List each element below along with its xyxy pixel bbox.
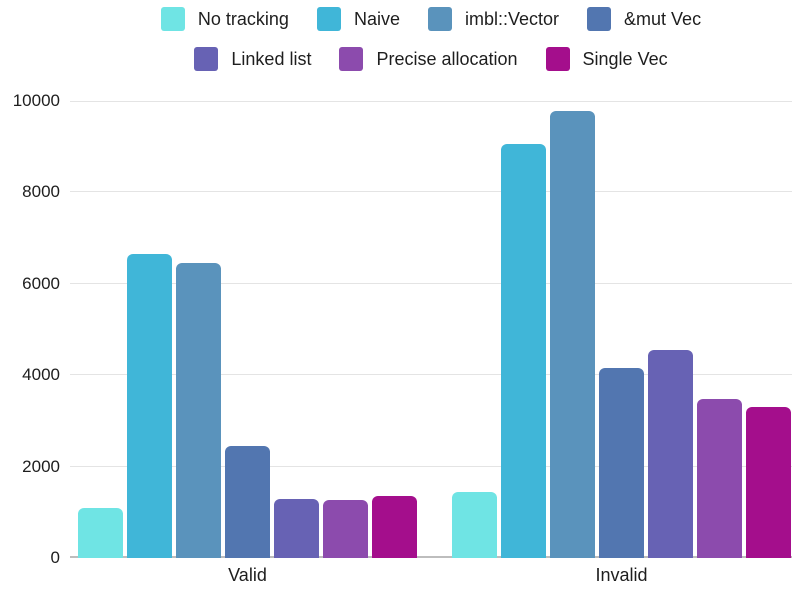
legend-item-linked-list: Linked list bbox=[194, 47, 311, 71]
legend-label: No tracking bbox=[197, 8, 289, 29]
legend-swatch-imbl-vector bbox=[427, 7, 452, 31]
bar-single-vec-invalid bbox=[746, 407, 791, 558]
y-tick-label-0: 0 bbox=[50, 548, 60, 567]
y-tick-label-4000: 4000 bbox=[22, 365, 60, 385]
bar-precise-allocation-valid bbox=[323, 499, 368, 558]
legend-item-imbl-vector: imbl::Vector bbox=[427, 7, 560, 31]
y-tick-label-10000: 10000 bbox=[12, 91, 60, 110]
category-label-valid: Valid bbox=[228, 565, 267, 585]
gridline-2000 bbox=[70, 465, 792, 467]
legend-label: Naive bbox=[353, 8, 400, 29]
bar-imbl-vector-invalid bbox=[550, 111, 595, 558]
bar-linked-list-invalid bbox=[648, 350, 693, 558]
bar-naive-valid bbox=[127, 254, 172, 558]
legend-label: Precise allocation bbox=[376, 48, 518, 69]
gridline-8000 bbox=[70, 191, 792, 193]
bar-no-tracking-invalid bbox=[452, 491, 497, 558]
legend-swatch-naive bbox=[316, 7, 341, 31]
bar-mut-vec-valid bbox=[225, 446, 270, 558]
legend-swatch-precise-allocation bbox=[339, 47, 364, 71]
bar-no-tracking-valid bbox=[78, 507, 123, 558]
legend-item-naive: Naive bbox=[316, 7, 400, 31]
bar-single-vec-valid bbox=[372, 496, 417, 558]
y-tick-label-2000: 2000 bbox=[22, 456, 60, 476]
category-label-invalid: Invalid bbox=[595, 565, 648, 585]
legend-swatch-mut-vec bbox=[587, 7, 612, 31]
bar-linked-list-valid bbox=[274, 498, 319, 558]
legend-label: Linked list bbox=[231, 48, 312, 69]
legend-swatch-single-vec bbox=[545, 47, 570, 71]
bar-precise-allocation-invalid bbox=[697, 399, 742, 558]
legend-swatch-linked-list bbox=[194, 47, 219, 71]
legend-label: &mut Vec bbox=[624, 8, 702, 29]
legend-row: No tracking Naive imbl::Vector &mut Vec bbox=[160, 7, 701, 31]
legend-label: imbl::Vector bbox=[464, 8, 560, 29]
bar-mut-vec-invalid bbox=[599, 368, 644, 558]
plot-area: 0 2000 4000 6000 8000 10000 Valid Invalid bbox=[13, 91, 792, 585]
bar-naive-invalid bbox=[501, 144, 546, 558]
legend-item-mut-vec: &mut Vec bbox=[587, 7, 701, 31]
bar-group-invalid: Invalid bbox=[452, 111, 791, 585]
legend-swatch-no-tracking bbox=[160, 7, 185, 31]
x-axis-line bbox=[70, 556, 792, 558]
legend-item-no-tracking: No tracking bbox=[160, 7, 289, 31]
bar-groups: Valid Invalid bbox=[78, 111, 791, 585]
y-tick-label-6000: 6000 bbox=[22, 273, 60, 293]
legend-item-precise-allocation: Precise allocation bbox=[339, 47, 518, 71]
gridline-4000 bbox=[70, 374, 792, 376]
gridline-10000 bbox=[70, 101, 792, 102]
y-tick-label-8000: 8000 bbox=[22, 182, 60, 202]
legend-item-single-vec: Single Vec bbox=[545, 47, 668, 71]
legend-row: Linked list Precise allocation Single Vec bbox=[194, 47, 668, 71]
bar-imbl-vector-valid bbox=[176, 263, 221, 558]
gridline-6000 bbox=[70, 282, 792, 284]
legend-label: Single Vec bbox=[582, 48, 668, 69]
bar-group-valid: Valid bbox=[78, 254, 417, 585]
